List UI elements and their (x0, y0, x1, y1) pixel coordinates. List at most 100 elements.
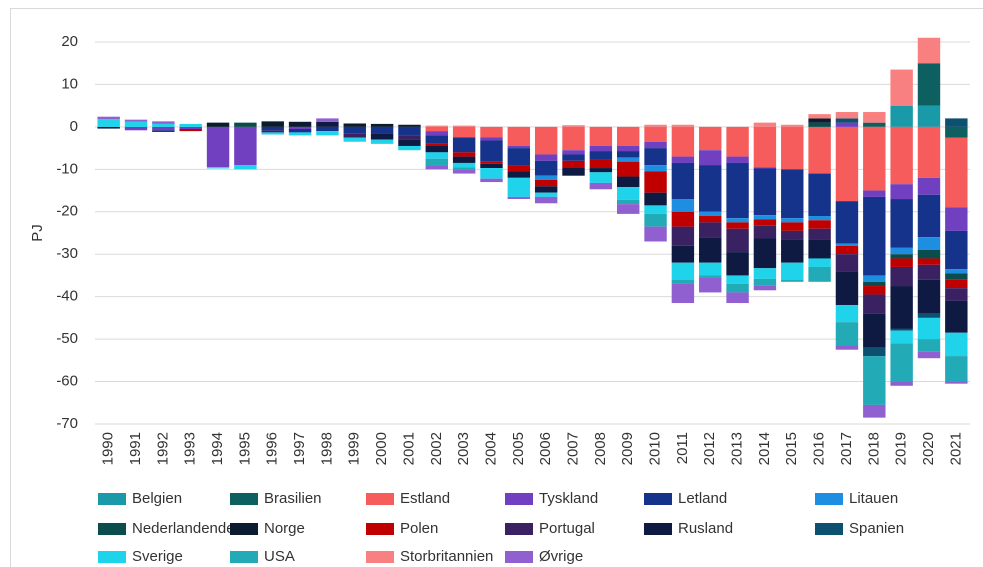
legend-swatch (815, 493, 843, 505)
bar-segment (97, 119, 120, 127)
bar-segment (316, 118, 339, 122)
x-tick-label: 2007 (564, 432, 581, 465)
bar-segment (370, 139, 394, 144)
y-tick-label: -30 (56, 245, 78, 262)
bar-segment (753, 167, 777, 169)
legend-swatch (230, 551, 258, 563)
x-tick-label: 1998 (318, 432, 335, 465)
bar-segment (261, 130, 284, 133)
bar-segment (589, 151, 613, 160)
bar-segment (863, 356, 886, 405)
bar-segment (699, 165, 722, 212)
bar-segment (452, 152, 476, 157)
bar-segment (917, 63, 941, 106)
bar-segment (726, 218, 749, 223)
legend-swatch (98, 551, 126, 563)
bar-segment (917, 279, 941, 314)
legend-swatch (366, 523, 394, 535)
bar-segment (261, 121, 284, 127)
bar-segment (97, 116, 120, 120)
x-tick-label: 2005 (510, 432, 527, 465)
bar-segment (644, 148, 667, 166)
x-tick-label: 2012 (701, 432, 718, 465)
bar-segment (808, 266, 831, 282)
legend-swatch (644, 493, 672, 505)
bar-segment (863, 275, 886, 282)
bar-segment (699, 126, 722, 151)
bar-segment (398, 145, 421, 151)
bar-segment (534, 179, 558, 187)
bar-segment (644, 171, 667, 193)
bar-segment (890, 126, 913, 185)
x-tick-label: 2013 (729, 432, 746, 465)
legend-label: Storbritannien (400, 548, 493, 565)
bar-segment (917, 177, 941, 195)
bar-segment (863, 122, 886, 127)
bar-segment (890, 330, 913, 344)
legend-label: Tyskland (539, 490, 598, 507)
bar-segment (425, 145, 449, 153)
bar-segment (152, 130, 175, 132)
bar-segment (534, 160, 558, 176)
x-tick-label: 1994 (209, 432, 226, 465)
bar-segment (644, 165, 667, 172)
bar-segment (589, 145, 613, 152)
bar-segment (781, 218, 804, 223)
bar-segment (863, 347, 886, 357)
bar-segment (890, 105, 913, 127)
bar-segment (480, 163, 503, 169)
bar-segment (699, 211, 722, 217)
bar-segment (124, 126, 148, 131)
x-tick-label: 2002 (428, 432, 445, 465)
bar-segment (288, 132, 312, 136)
bar-segment (644, 192, 667, 206)
bar-segment (753, 219, 777, 226)
bar-segment (425, 152, 449, 159)
bar-segment (917, 126, 941, 178)
x-tick-label: 2016 (811, 432, 828, 465)
bar-segment (917, 194, 941, 238)
bar-segment (370, 133, 394, 140)
bar-segment (863, 281, 886, 287)
bar-segment (398, 126, 421, 136)
bar-segment (644, 141, 667, 149)
bar-segment (644, 226, 667, 242)
y-tick-label: -40 (56, 288, 78, 305)
bar-segment (152, 123, 175, 127)
y-axis-label: PJ (29, 224, 46, 242)
bar-segment (726, 156, 749, 163)
bar-segment (589, 159, 613, 169)
bar-segment (699, 216, 722, 223)
legend-swatch (505, 523, 533, 535)
bar-segment (534, 154, 558, 161)
bar-segment (480, 161, 503, 164)
x-tick-label: 2015 (783, 432, 800, 465)
bar-segment (507, 148, 531, 166)
bar-segment (835, 112, 859, 119)
bar-segment (781, 239, 804, 263)
bar-segment (808, 122, 831, 127)
bar-segment (534, 192, 558, 197)
bar-segment (835, 201, 859, 244)
bar-segment (616, 187, 640, 200)
bar-segment (753, 215, 777, 220)
bar-segment (616, 204, 640, 214)
bar-segment (616, 157, 640, 162)
bar-segment (917, 249, 941, 259)
bar-segment (835, 118, 859, 123)
x-tick-label: 2021 (947, 432, 964, 465)
bar-segment (644, 124, 667, 127)
bar-segment (425, 126, 449, 132)
bar-segment (753, 278, 777, 286)
bar-segment (726, 283, 749, 293)
legend-label: Spanien (849, 520, 904, 537)
bar-segment (945, 230, 968, 270)
x-tick-label: 1990 (100, 432, 117, 465)
legend-label: Sverige (132, 548, 183, 565)
bar-segment (589, 126, 613, 146)
bar-segment (945, 356, 968, 382)
bar-segment (562, 167, 585, 176)
bar-segment (616, 161, 640, 177)
bar-segment (452, 125, 476, 127)
